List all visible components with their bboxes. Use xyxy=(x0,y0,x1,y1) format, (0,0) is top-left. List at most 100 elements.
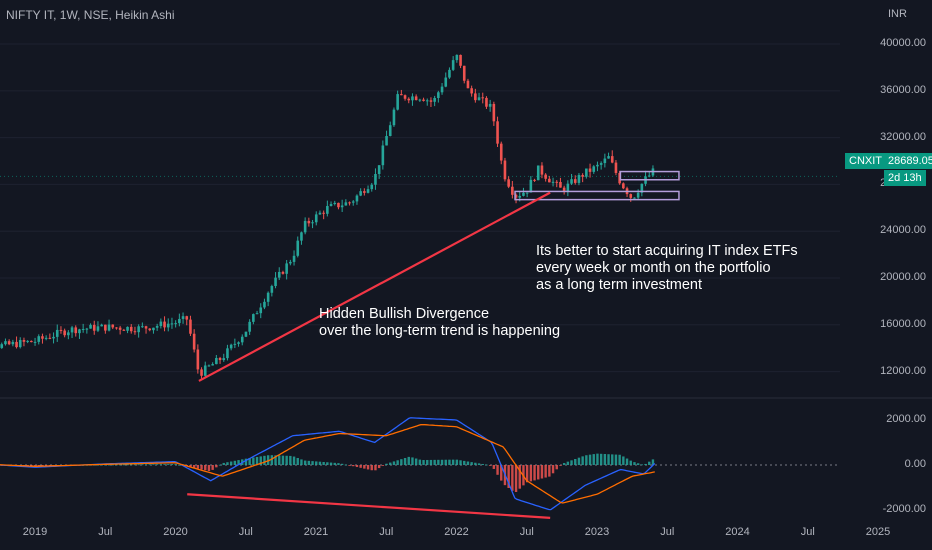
candle xyxy=(333,202,337,205)
candle xyxy=(248,321,251,332)
histogram-bar xyxy=(488,465,492,466)
candle xyxy=(562,187,566,192)
symbol-label: CNXIT xyxy=(849,155,882,167)
histogram-bar xyxy=(289,455,292,465)
candle xyxy=(107,324,111,331)
histogram-bar xyxy=(529,465,533,482)
histogram-bar xyxy=(544,465,547,478)
histogram-bar xyxy=(255,456,259,465)
candle xyxy=(329,204,333,207)
candle xyxy=(522,192,525,196)
histogram-bar xyxy=(537,465,540,480)
histogram-bar xyxy=(507,465,510,488)
candle xyxy=(263,301,266,308)
candle xyxy=(396,94,399,110)
candle xyxy=(459,54,462,66)
histogram-bar xyxy=(237,460,240,465)
divergence-annotation[interactable]: Hidden Bullish Divergence over the long-… xyxy=(319,306,560,340)
candles xyxy=(0,54,655,379)
histogram-bar xyxy=(588,454,592,465)
candle xyxy=(592,166,596,172)
candle xyxy=(111,324,115,328)
histogram-bar xyxy=(625,458,629,465)
candle xyxy=(544,174,547,179)
candle xyxy=(255,313,259,315)
histogram-bar xyxy=(570,460,573,465)
candle xyxy=(41,336,44,339)
candle xyxy=(218,357,222,361)
histogram-bar xyxy=(518,465,521,489)
candle xyxy=(277,271,281,278)
histogram-bar xyxy=(303,460,307,465)
price-tick-label: 32000.00 xyxy=(880,130,926,143)
currency-label: INR xyxy=(888,8,907,20)
candle xyxy=(148,328,152,331)
annotation-line: over the long-term trend is happening xyxy=(319,323,561,339)
candle xyxy=(78,329,81,334)
candle xyxy=(466,80,470,89)
candle xyxy=(411,96,414,101)
candle xyxy=(152,327,155,331)
price-tick-label: 36000.00 xyxy=(880,83,926,96)
candle xyxy=(392,109,396,126)
histogram-bar xyxy=(322,461,325,465)
histogram-bar xyxy=(359,465,362,468)
histogram-bar xyxy=(455,459,459,465)
candle xyxy=(403,95,407,99)
candle xyxy=(55,329,59,337)
histogram-bar xyxy=(130,464,133,466)
histogram-bar xyxy=(318,461,322,465)
candle xyxy=(433,97,436,102)
advice-annotation[interactable]: Its better to start acquiring IT index E… xyxy=(536,243,798,294)
candle xyxy=(144,326,148,329)
histogram-bar xyxy=(585,455,588,465)
histogram-bar xyxy=(263,455,266,465)
histogram-bar xyxy=(207,465,211,471)
candle xyxy=(518,195,522,198)
candle xyxy=(566,183,570,192)
candle xyxy=(548,178,551,183)
histogram-bar xyxy=(492,465,496,469)
time-tick-label: Jul xyxy=(98,526,113,538)
price-tick-label: 12000.00 xyxy=(880,364,926,377)
histogram-bar xyxy=(559,465,562,466)
macd-trendline xyxy=(187,493,551,519)
candle xyxy=(555,181,559,183)
candle xyxy=(22,340,26,342)
histogram-bar xyxy=(33,465,37,466)
candle xyxy=(585,168,588,177)
candle xyxy=(455,54,459,61)
candle xyxy=(559,181,562,188)
candle xyxy=(311,222,314,224)
histogram-bar xyxy=(248,458,251,465)
candle xyxy=(322,212,325,214)
candle xyxy=(200,369,203,376)
candle xyxy=(11,341,15,345)
candle xyxy=(400,94,403,96)
histogram-bar xyxy=(252,457,255,465)
candle xyxy=(52,336,55,339)
histogram-bar xyxy=(215,465,218,468)
candle xyxy=(533,179,536,181)
candle xyxy=(252,314,255,322)
candle xyxy=(163,321,166,328)
histogram-bar xyxy=(200,465,203,470)
histogram-bar xyxy=(574,459,577,465)
candle xyxy=(488,103,492,107)
candle xyxy=(448,69,451,78)
histogram-bar xyxy=(37,465,40,466)
candle xyxy=(166,323,170,328)
time-tick-label: Jul xyxy=(379,526,394,538)
histogram-bar xyxy=(144,464,148,466)
histogram-bar xyxy=(178,464,181,466)
candle xyxy=(170,323,174,325)
time-tick-label: Jul xyxy=(660,526,675,538)
histogram-bar xyxy=(133,464,137,466)
histogram-bar xyxy=(329,462,333,465)
candle xyxy=(259,307,263,314)
candle xyxy=(374,174,377,185)
histogram-bar xyxy=(281,455,285,465)
candle xyxy=(647,175,651,177)
